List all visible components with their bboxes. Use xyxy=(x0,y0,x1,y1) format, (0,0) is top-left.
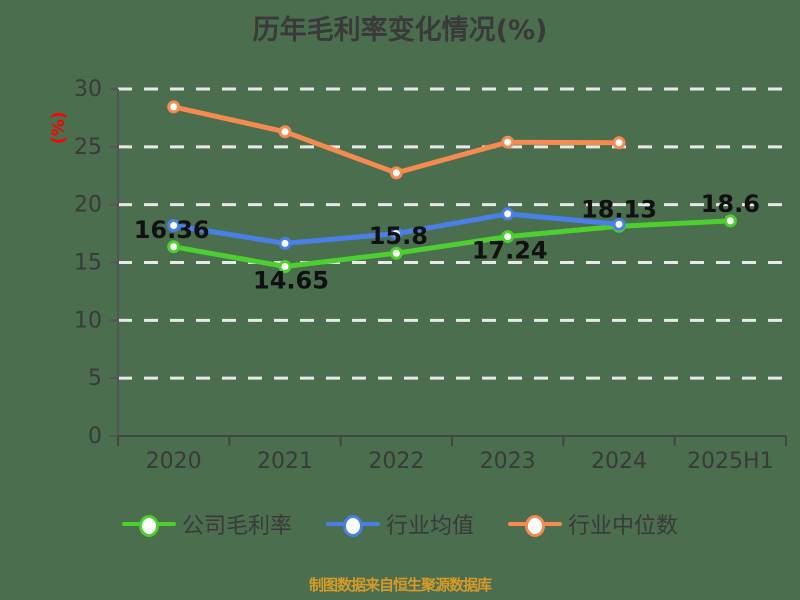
x-tick-group: 2020 2021 2022 2023 2024 2025H1 xyxy=(117,436,787,474)
data-point[interactable] xyxy=(723,214,737,228)
data-point[interactable] xyxy=(389,246,403,260)
legend-item-2[interactable]: 行业中位数 xyxy=(508,508,678,540)
x-tick-label: 2022 xyxy=(368,449,424,474)
data-point[interactable] xyxy=(167,240,181,254)
y-tick-label: 15 xyxy=(74,251,102,276)
legend-item-0[interactable]: 公司毛利率 xyxy=(121,508,292,540)
legend-dot xyxy=(138,515,159,537)
x-tick-label: 2024 xyxy=(591,449,647,474)
data-point[interactable] xyxy=(389,227,403,241)
footer-note: 制图数据来自恒生聚源数据库 xyxy=(308,576,492,594)
series-line xyxy=(171,218,733,269)
legend-dot xyxy=(525,515,545,537)
x-tick-label: 2023 xyxy=(480,449,536,474)
legend-dot xyxy=(342,515,363,537)
data-point[interactable] xyxy=(612,217,626,231)
gridlines-group xyxy=(118,87,786,380)
data-point[interactable] xyxy=(612,136,626,150)
y-tick-label: 25 xyxy=(74,135,102,160)
legend-label: 公司毛利率 xyxy=(181,514,292,539)
data-point[interactable] xyxy=(278,125,292,139)
legend-marker-icon xyxy=(508,513,562,537)
axes-group xyxy=(117,89,786,437)
x-tick-label: 2025H1 xyxy=(687,449,774,474)
data-point[interactable] xyxy=(389,166,403,180)
y-tick-label: 5 xyxy=(88,366,102,391)
legend-marker-icon xyxy=(121,513,176,537)
y-tick-label: 10 xyxy=(74,308,102,333)
y-tick-label: 0 xyxy=(88,424,102,449)
series-line xyxy=(171,104,622,176)
data-point-label: 17.24 xyxy=(472,237,548,265)
data-point[interactable] xyxy=(501,207,515,221)
data-point[interactable] xyxy=(278,260,292,274)
data-point-label: 18.6 xyxy=(701,190,760,218)
legend-marker-icon xyxy=(325,513,380,537)
y-tick-label: 20 xyxy=(74,193,102,218)
data-point-label: 16.36 xyxy=(134,216,210,244)
legend-label: 行业均值 xyxy=(385,514,474,539)
data-point-label: 18.13 xyxy=(581,195,657,223)
data-point-label: 15.8 xyxy=(369,222,428,250)
series-lines-group xyxy=(171,104,733,269)
legend-label: 行业中位数 xyxy=(568,514,679,539)
x-tick-label: 2020 xyxy=(146,449,202,474)
series-points-group xyxy=(167,100,737,274)
chart-title: 历年毛利率变化情况(%) xyxy=(252,15,548,46)
data-point[interactable] xyxy=(501,135,515,149)
legend-item-1[interactable]: 行业均值 xyxy=(325,508,474,540)
x-tick-label: 2021 xyxy=(257,449,313,474)
data-point[interactable] xyxy=(278,236,292,250)
data-point[interactable] xyxy=(167,218,181,232)
data-point[interactable] xyxy=(167,100,181,114)
y-tick-group: 0 5 10 15 20 25 30 xyxy=(74,77,118,449)
chart-legend: 公司毛利率 行业均值 行业中位数 xyxy=(0,508,800,540)
point-labels-group: 16.36 14.65 15.8 17.24 18.13 18.6 xyxy=(134,190,760,295)
data-point[interactable] xyxy=(501,230,515,244)
y-tick-label: 30 xyxy=(74,77,102,102)
data-point-label: 14.65 xyxy=(253,267,329,295)
